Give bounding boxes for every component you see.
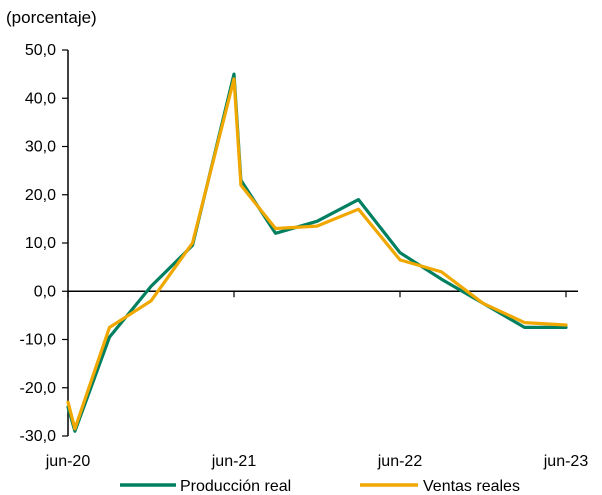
y-unit-label: (porcentaje) (6, 8, 97, 27)
y-tick-label: 40,0 (25, 90, 56, 107)
y-tick-label: 20,0 (25, 187, 56, 204)
series-line-ventas-reales (66, 77, 568, 431)
legend-label: Producción real (180, 478, 291, 495)
x-tick-label: jun-23 (543, 453, 589, 470)
chart-series (66, 72, 568, 433)
y-tick-label: 50,0 (25, 42, 56, 59)
y-tick-label: -10,0 (20, 332, 57, 349)
chart-axes: 50,0 40,0 30,0 20,0 10,0 0,0 -10,0 -20,0 -30,0 ju… (20, 42, 589, 470)
x-tick-label: jun-20 (45, 453, 91, 470)
x-tick-label: jun-22 (377, 453, 423, 470)
y-tick-label: -20,0 (20, 380, 57, 397)
chart-legend: Producción real Ventas reales (120, 478, 520, 495)
y-tick-label: 10,0 (25, 235, 56, 252)
y-tick-label: 0,0 (34, 283, 56, 300)
y-tick-label: 30,0 (25, 139, 56, 156)
x-tick-label: jun-21 (211, 453, 257, 470)
legend-label: Ventas reales (423, 478, 520, 495)
y-tick-label: -30,0 (20, 428, 57, 445)
series-line-produccion-real (66, 72, 568, 433)
